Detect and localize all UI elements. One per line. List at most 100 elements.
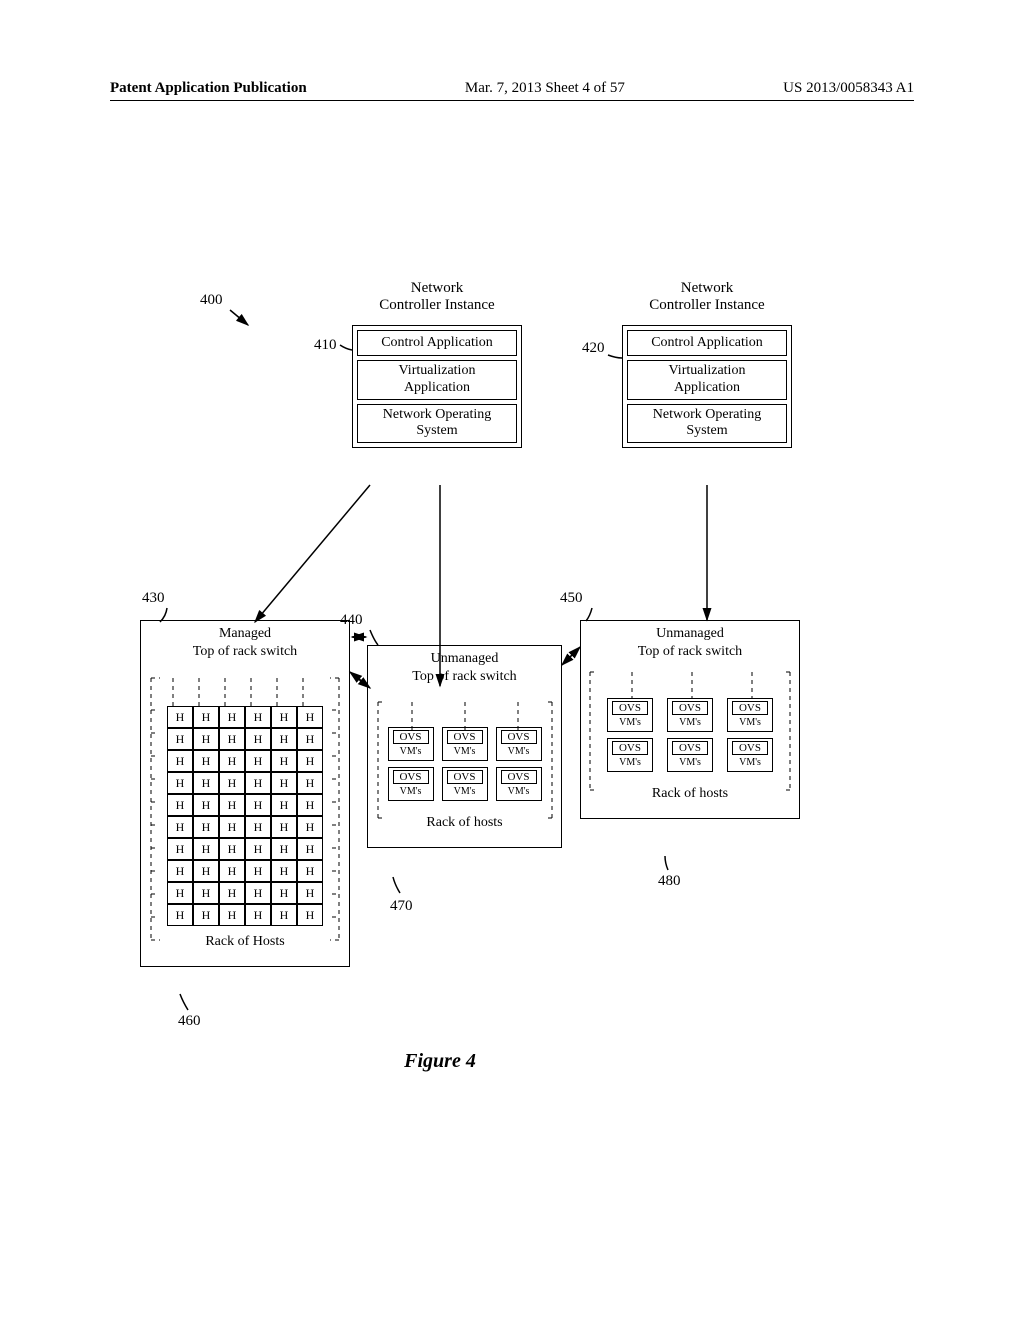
ovs-host-cell: OVS VM's	[607, 698, 653, 732]
ref-480: 480	[658, 873, 681, 890]
rack-440-title: Unmanaged Top of rack switch	[368, 646, 561, 689]
ref-400: 400	[200, 292, 223, 309]
host-cell: H	[271, 750, 297, 772]
ovs-host-cell: OVS VM's	[442, 767, 488, 801]
host-cell: H	[167, 904, 193, 926]
host-cell: H	[167, 794, 193, 816]
host-cell: H	[245, 794, 271, 816]
vms-label: VM's	[730, 717, 770, 728]
host-cell: H	[219, 816, 245, 838]
ref-420: 420	[582, 340, 605, 357]
ovs-label: OVS	[501, 770, 537, 784]
host-cell: H	[245, 750, 271, 772]
ovs-label: OVS	[447, 770, 483, 784]
ovs-host-cell: OVSVM's	[442, 727, 488, 761]
host-cell: H	[297, 750, 323, 772]
ovs-label: OVS	[732, 741, 768, 755]
ovs-host-cell: OVS VM's	[496, 767, 542, 801]
header-right: US 2013/0058343 A1	[783, 80, 914, 97]
ref-460: 460	[178, 1013, 201, 1030]
rack-450: Unmanaged Top of rack switch OVS VM's OVS V…	[580, 620, 800, 819]
host-cell: H	[193, 728, 219, 750]
vms-label: VM's	[670, 717, 710, 728]
host-cell: H	[167, 860, 193, 882]
host-cell: H	[167, 728, 193, 750]
vms-label: VM's	[391, 786, 431, 797]
host-cell: H	[297, 794, 323, 816]
host-cell: H	[219, 728, 245, 750]
host-cell: H	[167, 838, 193, 860]
rack-430: Managed Top of rack switch HHHHHHHHHHHHH…	[140, 620, 350, 967]
host-cell: H	[193, 772, 219, 794]
controller-420: Control Application Virtualization Appli…	[622, 325, 792, 448]
host-cell: H	[297, 904, 323, 926]
rack-430-footer: Rack of Hosts	[147, 926, 343, 960]
host-cell: H	[297, 882, 323, 904]
host-cell: H	[245, 882, 271, 904]
host-cell: H	[193, 816, 219, 838]
host-cell: H	[245, 838, 271, 860]
ovs-host-cell: OVSVM's	[667, 698, 713, 732]
host-cell: H	[271, 882, 297, 904]
vms-label: VM's	[610, 717, 650, 728]
vms-label: VM's	[499, 786, 539, 797]
host-cell: H	[297, 706, 323, 728]
host-cell: H	[297, 772, 323, 794]
host-cell: H	[193, 860, 219, 882]
ovs-host-cell: OVSVM's	[388, 727, 434, 761]
ovs-host-cell: OVSVM's	[667, 738, 713, 772]
rack-430-title: Managed Top of rack switch	[141, 621, 349, 664]
host-cell: H	[245, 728, 271, 750]
rack-450-title: Unmanaged Top of rack switch	[581, 621, 799, 664]
ovs-host-cell: OVSVM's	[727, 698, 773, 732]
vms-label: VM's	[445, 786, 485, 797]
host-cell: H	[219, 838, 245, 860]
ref-450: 450	[560, 590, 583, 607]
host-cell: H	[271, 794, 297, 816]
host-cell: H	[271, 860, 297, 882]
host-cell: H	[297, 728, 323, 750]
ovs-label: OVS	[612, 741, 648, 755]
host-cell: H	[271, 706, 297, 728]
figure-caption: Figure 4	[340, 1050, 540, 1073]
controller-410: Control Application Virtualization Appli…	[352, 325, 522, 448]
ref-470: 470	[390, 898, 413, 915]
virtualization-application-420: Virtualization Application	[627, 360, 787, 400]
rack-450-footer: Rack of hosts	[587, 778, 793, 812]
host-grid-430: HHHHHHHHHHHHHHHHHHHHHHHHHHHHHHHHHHHHHHHH…	[167, 706, 323, 926]
ovs-label: OVS	[447, 730, 483, 744]
host-cell: H	[219, 750, 245, 772]
host-cell: H	[167, 772, 193, 794]
rack-440: Unmanaged Top of rack switch OVS VM's OVS V…	[367, 645, 562, 848]
ovs-host-cell: OVSVM's	[727, 738, 773, 772]
ref-430: 430	[142, 590, 165, 607]
host-cell: H	[193, 838, 219, 860]
ovs-label: OVS	[501, 730, 537, 744]
controller-420-title: Network Controller Instance	[622, 280, 792, 314]
host-cell: H	[193, 794, 219, 816]
header-left: Patent Application Publication	[110, 80, 307, 97]
host-cell: H	[193, 706, 219, 728]
host-cell: H	[219, 706, 245, 728]
host-cell: H	[219, 772, 245, 794]
host-cell: H	[219, 860, 245, 882]
host-cell: H	[245, 904, 271, 926]
header-center: Mar. 7, 2013 Sheet 4 of 57	[465, 80, 625, 97]
rack-440-footer: Rack of hosts	[374, 807, 555, 841]
page-header: Patent Application Publication Mar. 7, 2…	[110, 80, 914, 101]
control-application-410: Control Application	[357, 330, 517, 356]
host-cell: H	[167, 750, 193, 772]
vms-label: VM's	[610, 757, 650, 768]
vms-label: VM's	[499, 746, 539, 757]
host-cell: H	[167, 816, 193, 838]
host-cell: H	[245, 706, 271, 728]
ovs-label: OVS	[612, 701, 648, 715]
host-cell: H	[271, 816, 297, 838]
host-cell: H	[297, 838, 323, 860]
network-os-420: Network Operating System	[627, 404, 787, 444]
host-cell: H	[271, 728, 297, 750]
host-cell: H	[167, 882, 193, 904]
host-cell: H	[271, 772, 297, 794]
host-cell: H	[219, 794, 245, 816]
vms-label: VM's	[391, 746, 431, 757]
